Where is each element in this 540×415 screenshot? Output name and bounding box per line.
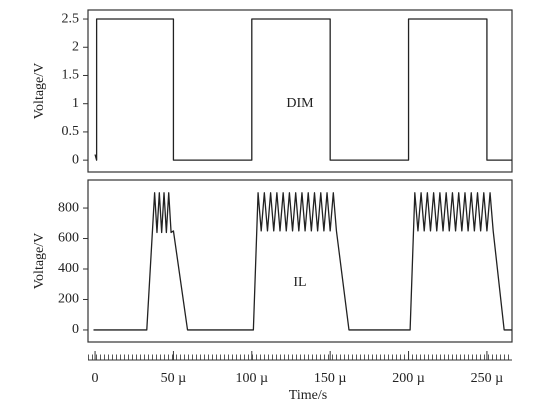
y-tick-label: 600 xyxy=(58,231,79,246)
y-axis-label: Voltage/V xyxy=(32,63,47,120)
y-axis-label: Voltage/V xyxy=(32,233,47,290)
y-tick-label: 0.5 xyxy=(62,124,80,139)
y-tick-label: 400 xyxy=(58,261,79,276)
x-tick-label: 200 µ xyxy=(392,371,425,386)
plot-frame xyxy=(87,179,513,343)
y-tick-label: 1 xyxy=(72,96,79,111)
x-tick-label: 0 xyxy=(92,371,99,386)
annotation: DIM xyxy=(286,96,314,111)
y-tick-label: 1.5 xyxy=(62,68,80,83)
y-tick-label: 2.5 xyxy=(62,11,80,26)
x-tick-label: 250 µ xyxy=(471,371,504,386)
x-tick-label: 150 µ xyxy=(314,371,347,386)
y-tick-label: 2 xyxy=(72,39,79,54)
y-tick-label: 200 xyxy=(58,292,79,307)
y-tick-label: 800 xyxy=(58,200,79,215)
signal-line xyxy=(94,18,512,161)
y-tick-label: 0 xyxy=(72,322,79,337)
plot-frame xyxy=(87,9,513,173)
x-tick-label: 100 µ xyxy=(236,371,269,386)
x-tick-label: 50 µ xyxy=(161,371,187,386)
x-axis-label: Time/s xyxy=(289,388,327,403)
signal-line xyxy=(93,192,512,331)
y-tick-label: 0 xyxy=(72,152,79,167)
annotation: IL xyxy=(293,275,306,290)
